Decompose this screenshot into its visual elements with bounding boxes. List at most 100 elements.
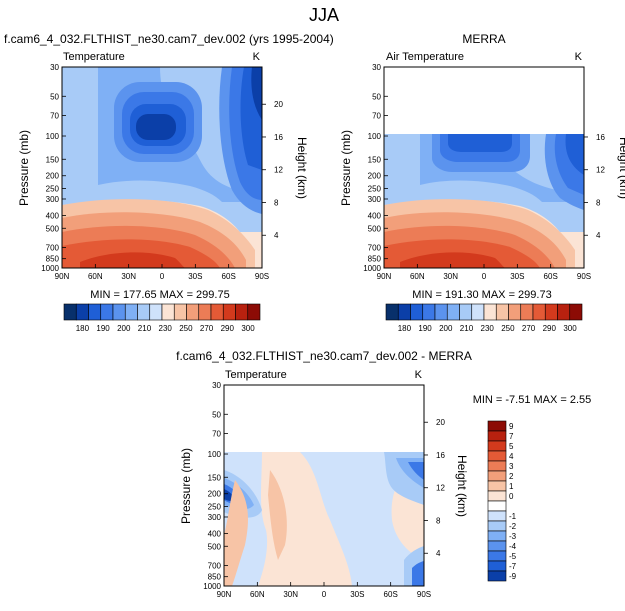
y-tick-label: 300 (46, 195, 60, 204)
panel-merra-stats: MIN = 191.30 MAX = 299.73 (412, 289, 551, 301)
y-tick-label: 1000 (203, 582, 221, 591)
panel-diff-stats: MIN = -7.51 MAX = 2.55 (473, 394, 592, 406)
colorbar-label: -1 (509, 512, 517, 521)
colorbar-swatch (487, 450, 507, 462)
y-tick-label: 200 (208, 490, 222, 499)
height-tick-label: 12 (436, 484, 445, 493)
colorbar-swatch (434, 303, 448, 321)
colorbar-label: -4 (509, 542, 517, 551)
y-tick-label: 700 (46, 244, 60, 253)
colorbar-label: 180 (398, 324, 412, 333)
y-tick-label: 30 (212, 381, 221, 390)
y-tick-label: 50 (212, 410, 221, 419)
colorbar-label: 230 (481, 324, 495, 333)
colorbar-swatch (112, 303, 126, 321)
colorbar-swatch (161, 303, 175, 321)
x-tick-label: 30S (350, 590, 364, 599)
x-tick-label: 30S (188, 272, 202, 281)
height-tick-label: 20 (274, 100, 283, 109)
x-tick-label: 30N (121, 272, 136, 281)
panel-model: f.cam6_4_032.FLTHIST_ne30.cam7_dev.002 (… (4, 32, 334, 333)
y-tick-label: 300 (208, 513, 222, 522)
colorbar-swatch (557, 303, 571, 321)
y-tick-label: 400 (208, 529, 222, 538)
panel-merra-axes: 90N 60N 30N 0 30S 60S 90S 30 50 70 100 150 200 250300… (363, 63, 605, 281)
x-tick-label: 30N (283, 590, 298, 599)
colorbar-label: 9 (509, 422, 514, 431)
colorbar-swatch (520, 303, 534, 321)
colorbar-swatch (508, 303, 522, 321)
x-tick-label: 90S (577, 272, 591, 281)
height-tick-label: 16 (274, 133, 283, 142)
y-tick-label: 400 (368, 211, 382, 220)
y-tick-label: 1000 (363, 264, 381, 273)
y-tick-label: 500 (368, 224, 382, 233)
colorbar-swatch (173, 303, 187, 321)
colorbar-label: -9 (509, 572, 517, 581)
y-tick-label: 50 (50, 92, 59, 101)
x-tick-label: 60N (410, 272, 425, 281)
colorbar-swatch (487, 500, 507, 512)
x-tick-label: 0 (160, 272, 165, 281)
y-tick-label: 200 (368, 172, 382, 181)
colorbar-label: -2 (509, 522, 517, 531)
colorbar-swatch (487, 460, 507, 472)
y-tick-label: 100 (368, 132, 382, 141)
colorbar-swatch (446, 303, 460, 321)
colorbar-label: 0 (509, 492, 514, 501)
colorbar-swatch (100, 303, 114, 321)
colorbar-swatch (532, 303, 546, 321)
colorbar-label: 200 (117, 324, 131, 333)
y-tick-label: 200 (46, 172, 60, 181)
colorbar-swatch (149, 303, 163, 321)
height-tick-label: 16 (436, 451, 445, 460)
y-tick-label: 100 (208, 450, 222, 459)
colorbar-label: 2 (509, 472, 514, 481)
panel-merra-header: MERRA (462, 32, 505, 46)
colorbar-swatch (487, 440, 507, 452)
panel-merra-colorbar: 180 190 200 210 230 250 270 290 300 (385, 303, 583, 333)
y-tick-label: 70 (50, 112, 59, 121)
colorbar-swatch (487, 530, 507, 542)
y-tick-label: 50 (372, 92, 381, 101)
x-tick-label: 0 (322, 590, 327, 599)
x-tick-label: 30S (510, 272, 524, 281)
colorbar-label: 250 (179, 324, 193, 333)
figure-title: JJA (309, 5, 339, 25)
colorbar-label: 300 (241, 324, 255, 333)
height-tick-label: 8 (596, 198, 601, 207)
height-tick-label: 8 (274, 198, 279, 207)
y-tick-label: 700 (208, 562, 222, 571)
colorbar-label: 230 (159, 324, 173, 333)
panel-diff-axes: 90N 60N 30N 0 30S 60S 90S 30 50 70 100 150 200 250300… (203, 381, 445, 599)
panel-diff-ylabel-right: Height (km) (455, 455, 469, 517)
colorbar-label: 190 (96, 324, 110, 333)
y-tick-label: 300 (368, 195, 382, 204)
colorbar-swatch (487, 560, 507, 572)
colorbar-swatch (75, 303, 89, 321)
x-tick-label: 60S (384, 590, 398, 599)
x-tick-label: 0 (482, 272, 487, 281)
colorbar-label: -7 (509, 562, 517, 571)
panel-model-colorbar: 180 190 200 210 230 250 270 290 300 (63, 303, 261, 333)
panel-difference: f.cam6_4_032.FLTHIST_ne30.cam7_dev.002 -… (176, 349, 591, 599)
height-tick-label: 16 (596, 133, 605, 142)
colorbar-swatch (385, 303, 399, 321)
y-tick-label: 250 (208, 503, 222, 512)
y-tick-label: 850 (368, 255, 382, 264)
height-tick-label: 20 (436, 418, 445, 427)
panel-merra-contours (384, 67, 584, 268)
x-tick-label: 60S (222, 272, 236, 281)
y-tick-label: 850 (46, 255, 60, 264)
colorbar-swatch (198, 303, 212, 321)
colorbar-swatch (471, 303, 485, 321)
x-tick-label: 90S (417, 590, 431, 599)
panel-merra-variable: Air Temperature (386, 51, 464, 63)
colorbar-swatch (137, 303, 151, 321)
colorbar-label: 7 (509, 432, 514, 441)
colorbar-swatch (222, 303, 236, 321)
y-tick-label: 70 (212, 430, 221, 439)
y-tick-label: 500 (208, 542, 222, 551)
y-tick-label: 150 (208, 473, 222, 482)
panel-merra: MERRA Air Temperature K 90N 60N 30N 0 30S 60S… (339, 32, 625, 333)
